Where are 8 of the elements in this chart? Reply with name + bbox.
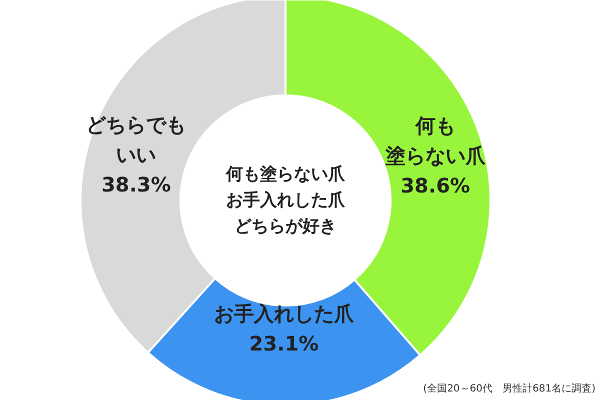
text: (全国20～60代 男性計681名に調査) <box>423 382 596 394</box>
slice-label: 何も塗らない爪 <box>384 114 486 168</box>
slice-label: お手入れした爪 <box>214 301 355 326</box>
slice-label: どちらでもいい <box>86 112 186 167</box>
text: 何も塗らない爪お手入れした爪どちらが好き <box>225 164 346 236</box>
data-label: 38.6% <box>400 174 470 198</box>
data-label: 23.1% <box>249 331 319 356</box>
data-label: 38.3% <box>101 172 171 197</box>
